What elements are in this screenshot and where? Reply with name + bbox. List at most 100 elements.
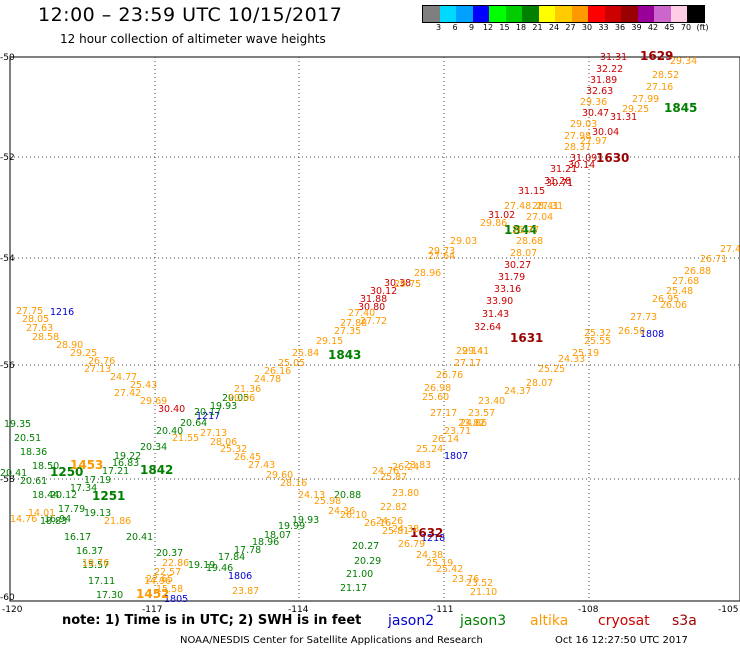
wave-height-label: 27.04 <box>526 212 553 223</box>
wave-height-label: 31.89 <box>590 75 617 86</box>
track-time-label: 1632 <box>410 526 443 540</box>
wave-height-label: 27.13 <box>200 428 227 439</box>
wave-height-label: 27.98 <box>564 131 591 142</box>
wave-height-label: 1806 <box>228 571 252 582</box>
wave-height-label: 20.40 <box>156 426 183 437</box>
wave-height-label: 20.64 <box>180 418 207 429</box>
wave-height-label: 29.86 <box>480 218 507 229</box>
wave-height-label: 16.94 <box>44 514 71 525</box>
wave-height-label: 27.97 <box>580 136 607 147</box>
legend-label: 39 <box>631 23 642 32</box>
legend-label: 3 <box>435 23 442 32</box>
wave-height-label: 17.21 <box>102 466 129 477</box>
wave-height-label: 28.90 <box>56 340 83 351</box>
wave-height-label: 23.82 <box>458 418 485 429</box>
wave-height-label: 29.60 <box>266 470 293 481</box>
wave-height-label: 23.40 <box>478 396 505 407</box>
wave-height-label: 26.45 <box>234 452 261 463</box>
wave-height-label: 25.19 <box>426 558 453 569</box>
wave-height-label: 24.13 <box>298 490 325 501</box>
wave-height-label: 24.33 <box>558 354 585 365</box>
lat-label: -50 <box>0 53 15 63</box>
wave-height-label: 20.41 <box>126 532 153 543</box>
legend-label: 30 <box>581 23 593 32</box>
wave-height-label: 20.27 <box>352 541 379 552</box>
legend-swatch <box>456 6 473 22</box>
wave-height-label: 28.41 <box>532 201 559 212</box>
wave-height-label: 1218 <box>421 533 445 544</box>
wave-height-label: 31.28 <box>544 176 571 187</box>
legend-label: 12 <box>482 23 494 32</box>
wave-height-label: 25.42 <box>436 564 463 575</box>
wave-height-label: 21.55 <box>172 433 199 444</box>
wave-height-label: 1217 <box>196 411 220 422</box>
wave-height-label: 27.73 <box>630 312 657 323</box>
wave-height-label: 20.51 <box>14 433 41 444</box>
wave-height-label: 22.86 <box>162 558 189 569</box>
wave-height-label: 18.96 <box>252 537 279 548</box>
wave-height-label: 29.75 <box>394 279 421 290</box>
legend-label: 27 <box>565 23 576 32</box>
wave-height-label: 28.07 <box>510 248 537 259</box>
wave-height-label: 17.79 <box>58 504 85 515</box>
wave-height-label: 29.25 <box>70 348 97 359</box>
wave-height-label: 20.41 <box>0 468 27 479</box>
legend-label: 45 <box>664 23 675 32</box>
track-time-label: 1845 <box>664 101 697 115</box>
legend-swatch <box>439 6 456 22</box>
wave-height-label: 17.11 <box>88 576 115 587</box>
legend-label: 36 <box>614 23 626 32</box>
wave-height-label: 27.72 <box>360 316 387 327</box>
wave-height-label: 30.80 <box>358 302 385 313</box>
wave-height-label: 25.19 <box>572 348 599 359</box>
wave-height-label: 27.42 <box>114 388 141 399</box>
wave-height-label: 25.84 <box>292 348 319 359</box>
lon-label: -108 <box>578 605 599 615</box>
wave-height-label: 26.50 <box>618 326 645 337</box>
wave-height-label: 17.78 <box>234 545 261 556</box>
footer-credit: NOAA/NESDIS Center for Satellite Applica… <box>180 635 483 646</box>
wave-height-label: 14.01 <box>28 508 55 519</box>
track-time-label: 1629 <box>640 49 673 63</box>
wave-height-label: 19.35 <box>4 419 31 430</box>
wave-height-label: 24.76 <box>372 466 399 477</box>
wave-height-label: 14.76 <box>10 514 37 525</box>
wave-height-label: 25.24 <box>416 444 443 455</box>
wave-height-label: 24.77 <box>110 372 137 383</box>
footer-datetime: Oct 16 12:27:50 UTC 2017 <box>555 635 688 646</box>
wave-height-label: 25.60 <box>422 392 449 403</box>
lon-label: -105 <box>718 605 738 615</box>
wave-height-label: 20.06 <box>228 393 255 404</box>
wave-height-label: 20.05 <box>222 393 249 404</box>
axis-labels: -50 -52 -54 -56 -58 -60 -120 -117 -114 -… <box>0 53 738 615</box>
lon-label: -117 <box>142 605 162 615</box>
wave-height-label: 27.64 <box>428 251 455 262</box>
wave-height-label: 21.17 <box>340 583 367 594</box>
wave-height-label: 17.19 <box>84 475 111 486</box>
wave-height-label: 29.15 <box>316 336 343 347</box>
sat-s3a: s3a <box>672 613 697 629</box>
legend-label: 42 <box>647 23 659 32</box>
wave-height-tracks: 27.7528.0527.6328.5828.9029.2526.7627.13… <box>0 49 740 605</box>
wave-height-label: 27.40 <box>348 308 375 319</box>
wave-height-label: 25.87 <box>380 472 407 483</box>
legend-swatch <box>538 6 555 22</box>
wave-height-label: 23.52 <box>466 578 493 589</box>
lat-label: -54 <box>0 254 15 264</box>
wave-height-label: 31.43 <box>482 309 509 320</box>
lat-label: -56 <box>0 361 15 371</box>
wave-height-label: 26.76 <box>436 370 463 381</box>
wave-height-label: 30.04 <box>592 127 619 138</box>
wave-height-label: 28.37 <box>564 142 591 153</box>
wave-height-label: 27.99 <box>632 94 659 105</box>
wave-height-label: 24.38 <box>392 524 419 535</box>
legend-swatch <box>637 6 654 22</box>
wave-height-label: 29.34 <box>670 56 697 67</box>
legend-swatch <box>522 6 539 22</box>
wave-height-label: 23.57 <box>468 408 495 419</box>
page-subtitle: 12 hour collection of altimeter wave hei… <box>60 32 326 46</box>
wave-height-label: 19.76 <box>82 558 109 569</box>
wave-height-label: 29.41 <box>462 346 489 357</box>
legend-swatch <box>604 6 621 22</box>
